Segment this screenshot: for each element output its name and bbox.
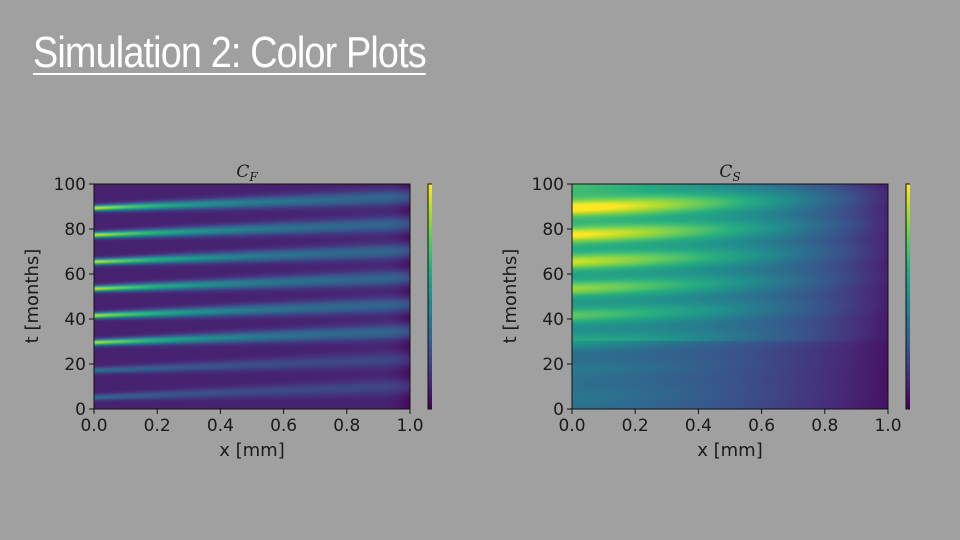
cs-y-tick-label: 20 — [542, 355, 564, 375]
cf-y-tick-label: 40 — [64, 310, 86, 330]
cf-title: CF — [236, 162, 258, 184]
cf-heatmap-canvas — [94, 184, 410, 409]
cs-x-tick-label: 1.0 — [874, 416, 901, 436]
cs-title-main: C — [719, 162, 732, 182]
cf-x-tick-label: 1.0 — [396, 416, 423, 436]
cs-y-tick-label: 0 — [553, 400, 564, 420]
cs-title-sub: S — [732, 170, 740, 184]
cs-x-ticks: 0.0 0.2 0.4 0.6 0.8 1.0 — [558, 409, 902, 436]
cf-plot-frame — [93, 183, 411, 410]
cf-y-tick-label: 0 — [75, 400, 86, 420]
cs-y-ticks: 0 20 40 60 80 100 — [532, 175, 572, 420]
cf-y-ticks: 0 20 40 60 80 100 — [54, 175, 94, 420]
cf-title-main: C — [236, 162, 249, 182]
cf-x-tick-label: 0.0 — [80, 416, 107, 436]
cf-title-sub: F — [248, 170, 258, 184]
cf-y-tick-label: 20 — [64, 355, 86, 375]
cs-y-tick-label: 60 — [542, 265, 564, 285]
cs-colorbar-area — [906, 184, 910, 409]
cf-x-ticks: 0.0 0.2 0.4 0.6 0.8 1.0 — [80, 409, 424, 436]
cs-x-tick-label: 0.6 — [748, 416, 775, 436]
cs-y-tick-label: 80 — [542, 220, 564, 240]
cf-x-label: x [mm] — [219, 440, 285, 461]
cs-x-tick-label: 0.2 — [622, 416, 649, 436]
cs-x-tick-label: 0.4 — [685, 416, 712, 436]
cs-heatmap-canvas — [572, 184, 888, 409]
cs-heatmap-figure: CS 0.0 0.2 0.4 0.6 0.8 1.0 0 20 40 60 80 100 x [mm… — [490, 152, 910, 470]
cf-x-tick-label: 0.4 — [207, 416, 234, 436]
cf-y-tick-label: 80 — [64, 220, 86, 240]
cf-x-tick-label: 0.6 — [270, 416, 297, 436]
cs-x-label: x [mm] — [697, 440, 763, 461]
cs-title: CS — [719, 162, 740, 184]
cs-heatmap-svg: CS 0.0 0.2 0.4 0.6 0.8 1.0 0 20 40 60 80 100 x [mm… — [500, 162, 910, 461]
cf-heatmap-figure: CF 0.0 0.2 0.4 0.6 0.8 1.0 0 20 40 60 80 100 x [mm… — [12, 152, 432, 470]
cs-y-tick-label: 100 — [532, 175, 564, 195]
cs-y-tick-label: 40 — [542, 310, 564, 330]
cs-x-tick-label: 0.8 — [811, 416, 838, 436]
cf-colorbar-canvas — [428, 184, 432, 409]
cf-x-tick-label: 0.2 — [144, 416, 171, 436]
cf-y-tick-label: 100 — [54, 175, 86, 195]
cf-y-tick-label: 60 — [64, 265, 86, 285]
cs-plot-area — [572, 184, 888, 409]
cs-plot-frame — [571, 183, 889, 410]
cs-colorbar-canvas — [906, 184, 910, 409]
cs-x-tick-label: 0.0 — [558, 416, 585, 436]
cf-colorbar-frame — [427, 183, 432, 410]
cf-x-tick-label: 0.8 — [333, 416, 360, 436]
cf-heatmap-svg: CF 0.0 0.2 0.4 0.6 0.8 1.0 0 20 40 60 80 100 x [mm… — [22, 162, 432, 461]
slide-title: Simulation 2: Color Plots — [33, 28, 427, 77]
cs-colorbar-frame — [905, 183, 910, 410]
cf-y-label: t [months] — [22, 249, 43, 344]
cs-y-label: t [months] — [500, 249, 521, 344]
cf-plot-area — [94, 184, 410, 409]
cf-colorbar-area — [428, 184, 432, 409]
